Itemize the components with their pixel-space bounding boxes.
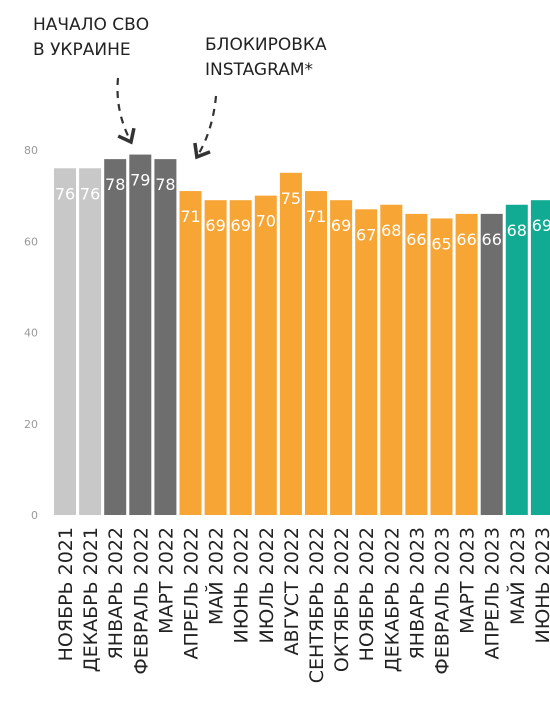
x-category-label: ЯНВАРЬ 2023 bbox=[406, 527, 428, 659]
bar-value-label: 78 bbox=[105, 175, 125, 194]
bar bbox=[355, 209, 378, 515]
y-tick-label: 60 bbox=[24, 235, 38, 248]
bar-value-label: 76 bbox=[80, 184, 100, 203]
bar bbox=[455, 213, 478, 515]
bar-value-label: 78 bbox=[155, 175, 175, 194]
bar-value-label: 71 bbox=[180, 207, 200, 226]
x-category-label: АВГУСТ 2022 bbox=[281, 527, 303, 655]
bar-value-label: 70 bbox=[256, 212, 276, 231]
bar bbox=[54, 168, 76, 515]
x-category-label: ОКТЯБРЬ 2022 bbox=[331, 527, 353, 672]
x-category-label: ЯНВАРЬ 2022 bbox=[105, 527, 127, 659]
bar bbox=[254, 195, 277, 515]
instagram-arrow bbox=[193, 95, 218, 160]
x-category-label: МАРТ 2023 bbox=[457, 527, 479, 634]
annotation-instagram-line1: БЛОКИРОВКА bbox=[205, 35, 327, 55]
y-tick-label: 40 bbox=[24, 327, 38, 340]
svo-arrow bbox=[116, 77, 136, 145]
y-tick-label: 0 bbox=[31, 509, 38, 522]
x-category-label: ФЕВРАЛЬ 2023 bbox=[432, 527, 454, 675]
x-category-label: МАЙ 2023 bbox=[506, 527, 529, 625]
bar bbox=[79, 168, 102, 515]
y-tick-label: 20 bbox=[24, 418, 38, 431]
bar-value-label: 66 bbox=[482, 230, 502, 249]
annotation-svo-line2: В УКРАИНЕ bbox=[33, 40, 131, 60]
x-category-label: ИЮНЬ 2023 bbox=[532, 527, 550, 643]
bar bbox=[380, 204, 403, 515]
bar-value-label: 69 bbox=[331, 216, 351, 235]
value-labels-group: 76 76 78 79 78 71 69 69 70 75 71 69 67 68 66 65 66 66 68 69 bbox=[55, 171, 550, 254]
x-category-label: ИЮЛЬ 2022 bbox=[256, 527, 278, 643]
bar-value-label: 68 bbox=[381, 221, 401, 240]
bar bbox=[204, 200, 227, 515]
x-category-label: ФЕВРАЛЬ 2022 bbox=[130, 527, 152, 675]
y-tick-label: 80 bbox=[24, 144, 38, 157]
y-axis: 0 20 40 60 80 bbox=[24, 144, 38, 522]
bars-group bbox=[54, 154, 550, 515]
bar bbox=[505, 204, 528, 515]
bar bbox=[104, 159, 127, 515]
x-category-label: МАРТ 2022 bbox=[155, 527, 177, 634]
bar-value-label: 65 bbox=[431, 234, 451, 253]
bar-value-label: 67 bbox=[356, 225, 376, 244]
bar-value-label: 79 bbox=[130, 171, 150, 190]
bar-value-label: 66 bbox=[406, 230, 426, 249]
bar bbox=[430, 218, 453, 515]
x-category-label: ИЮНЬ 2022 bbox=[231, 527, 253, 643]
bar bbox=[530, 200, 550, 515]
bar bbox=[405, 213, 428, 515]
x-category-label: НОЯБРЬ 2021 bbox=[55, 527, 77, 661]
bar-value-label: 71 bbox=[306, 207, 326, 226]
x-axis-labels-group: НОЯБРЬ 2021 ДЕКАБРЬ 2021 ЯНВАРЬ 2022 ФЕВРАЛ… bbox=[55, 527, 550, 683]
bar-value-label: 68 bbox=[507, 221, 527, 240]
bar bbox=[480, 213, 503, 515]
bar-value-label: 75 bbox=[281, 189, 301, 208]
x-category-label: СЕНТЯБРЬ 2022 bbox=[306, 527, 328, 683]
bar bbox=[305, 191, 327, 515]
bar bbox=[279, 172, 302, 515]
bar-value-label: 69 bbox=[231, 216, 251, 235]
x-category-label: МАЙ 2022 bbox=[205, 527, 228, 625]
x-category-label: ДЕКАБРЬ 2022 bbox=[381, 527, 403, 672]
x-category-label: АПРЕЛЬ 2022 bbox=[181, 527, 203, 659]
bar-value-label: 66 bbox=[456, 230, 476, 249]
annotation-svo-line1: НАЧАЛО СВО bbox=[33, 15, 149, 35]
bar bbox=[229, 200, 252, 515]
annotation-instagram-line2: INSTAGRAM* bbox=[205, 60, 313, 80]
bar bbox=[330, 200, 353, 515]
x-category-label: НОЯБРЬ 2022 bbox=[356, 527, 378, 661]
x-category-label: ДЕКАБРЬ 2021 bbox=[80, 527, 102, 672]
bar bbox=[179, 191, 202, 515]
x-category-label: АПРЕЛЬ 2023 bbox=[482, 527, 504, 659]
bar bbox=[129, 154, 152, 515]
bar bbox=[154, 159, 177, 515]
bar-value-label: 69 bbox=[532, 216, 550, 235]
bar-value-label: 76 bbox=[55, 184, 75, 203]
bar-value-label: 69 bbox=[205, 216, 225, 235]
